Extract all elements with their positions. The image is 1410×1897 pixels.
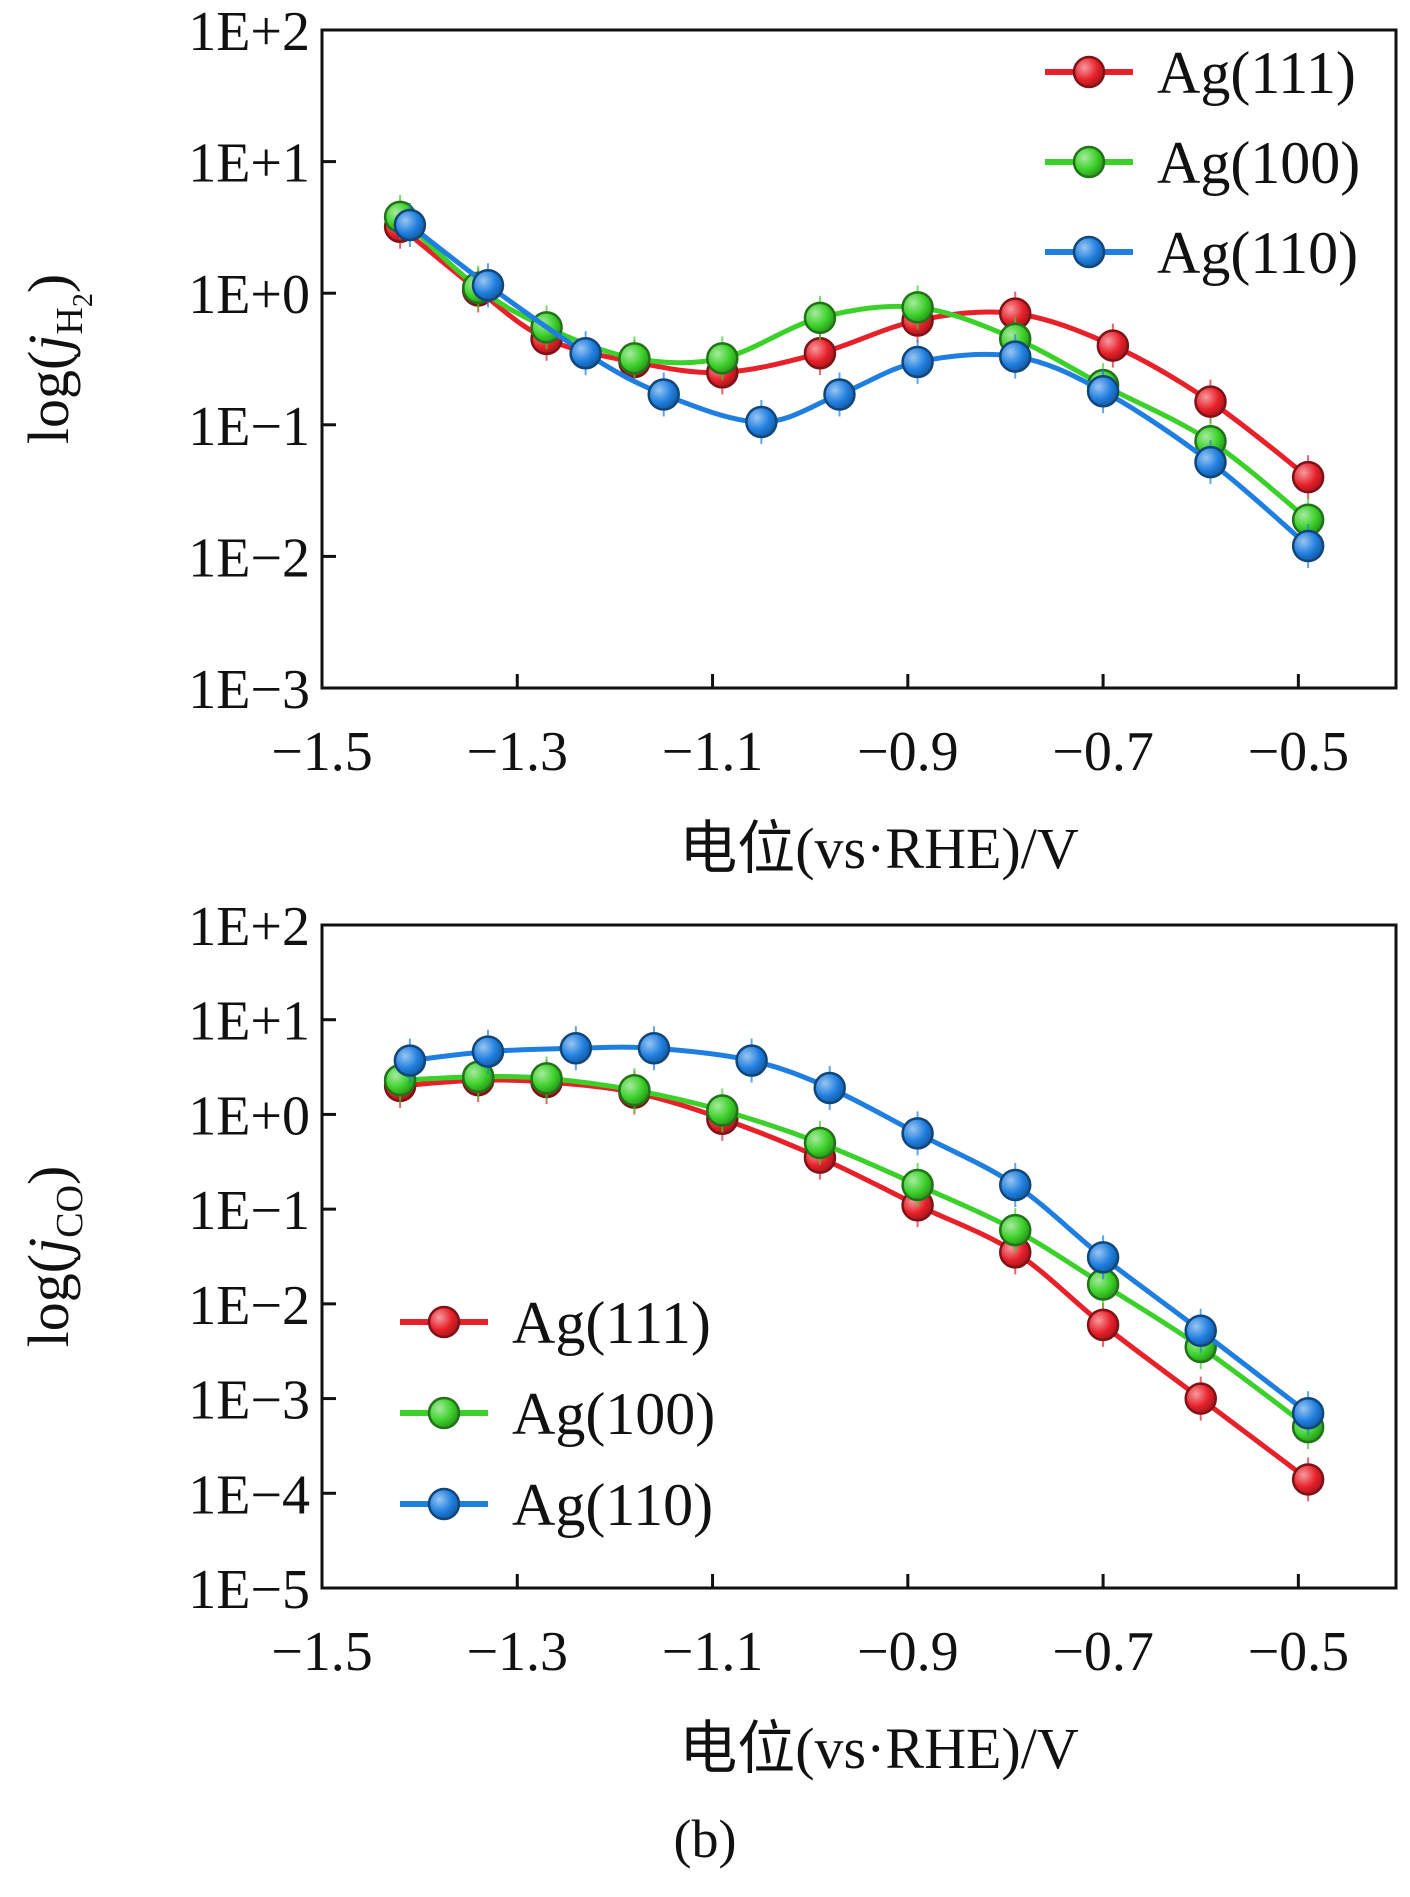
data-point (706, 1094, 739, 1127)
series-line (407, 1044, 1311, 1416)
x-tick-label: −1.5 (271, 721, 373, 783)
y-tick-label: 1E−2 (188, 1275, 310, 1337)
data-point (618, 342, 651, 375)
series-Ag(110) (393, 1026, 1325, 1436)
y-tick-label: 1E−4 (188, 1464, 310, 1526)
data-point (1096, 329, 1130, 362)
legend-label: Ag(110) (1157, 220, 1358, 286)
data-point (471, 1035, 505, 1068)
data-point (530, 1062, 563, 1095)
data-point (1086, 374, 1120, 408)
x-tick-label: −0.9 (857, 1621, 959, 1683)
legend-marker (427, 1487, 461, 1521)
legend-label: Ag(100) (1157, 130, 1360, 196)
data-point (813, 1071, 846, 1105)
x-tick-label: −1.1 (662, 1621, 764, 1683)
data-point (1184, 1382, 1217, 1415)
y-tick-label: 1E−3 (188, 659, 310, 721)
plot-frame (320, 923, 1398, 1590)
legend-marker (427, 1396, 461, 1430)
data-point (1086, 1308, 1120, 1342)
data-point (569, 336, 602, 370)
y-tick-label: 1E−3 (188, 1370, 310, 1432)
data-point (1086, 1241, 1120, 1274)
x-tick-label: −1.3 (466, 721, 568, 783)
legend-label: Ag(111) (512, 1290, 711, 1356)
chart-panel-2: 1E+2 1E+1 1E+0 1E−1 1E−2 1E−3 1E−4 1E−5−1.5 −1.3… (16, 896, 1398, 1781)
data-point (803, 336, 837, 370)
y-tick-label: 1E−1 (188, 1180, 310, 1242)
data-point (618, 1074, 651, 1107)
data-point (901, 345, 934, 379)
legend: Ag(111) Ag(100) Ag(110) (400, 1290, 715, 1538)
data-point (1291, 1396, 1325, 1430)
legend-label: Ag(111) (1157, 40, 1356, 106)
data-point (393, 208, 427, 242)
y-tick-label: 1E−5 (188, 1559, 310, 1621)
x-tick-label: −0.5 (1248, 1621, 1350, 1683)
x-tick-label: −0.9 (857, 721, 959, 783)
chart-panel-1: 1E+2 1E+1 1E+0 1E−1 1E−2 1E−3−1.5 −1.3 −1.1 −0.9… (16, 1, 1398, 881)
x-axis-label: 电位(vs·RHE)/V (679, 1716, 1079, 1781)
x-tick-label: −0.5 (1248, 721, 1350, 783)
data-point (637, 1031, 671, 1065)
data-point (1291, 529, 1325, 563)
data-point (745, 405, 778, 439)
y-tick-label: 1E+2 (188, 1, 310, 63)
data-point (1194, 445, 1227, 479)
x-tick-label: −1.5 (271, 1621, 373, 1683)
legend-marker (427, 1305, 461, 1339)
data-point (998, 340, 1032, 373)
data-point (1184, 1314, 1217, 1348)
data-point (1194, 385, 1227, 418)
data-point (393, 1044, 427, 1077)
series-Ag(110) (393, 202, 1325, 568)
panel-label: (b) (673, 1809, 737, 1869)
data-point (998, 1213, 1032, 1247)
data-point (647, 378, 680, 411)
data-point (1291, 1463, 1325, 1496)
y-tick-label: 1E+1 (188, 991, 310, 1053)
y-tick-label: 1E+0 (188, 264, 310, 326)
legend-label: Ag(100) (512, 1381, 715, 1447)
data-point (559, 1031, 593, 1065)
data-point (471, 268, 505, 302)
x-tick-label: −1.1 (662, 721, 764, 783)
y-axis-label: log(jCO) (16, 1166, 91, 1348)
data-point (998, 1168, 1032, 1202)
legend-marker (1072, 235, 1106, 269)
plot-frame (320, 28, 1398, 690)
data-point (1291, 460, 1325, 494)
y-tick-label: 1E+2 (188, 896, 310, 958)
data-point (706, 342, 739, 375)
data-point (823, 378, 856, 411)
legend: Ag(111) Ag(100) Ag(110) (1045, 40, 1360, 286)
y-tick-label: 1E+1 (188, 133, 310, 195)
x-tick-label: −1.3 (466, 1621, 568, 1683)
data-point (735, 1044, 768, 1077)
data-point (803, 301, 837, 335)
legend-label: Ag(110) (512, 1472, 713, 1538)
data-point (803, 1126, 837, 1160)
y-tick-label: 1E−2 (188, 527, 310, 589)
y-tick-label: 1E+0 (188, 1085, 310, 1147)
data-point (901, 1168, 934, 1202)
x-axis-label: 电位(vs·RHE)/V (679, 816, 1079, 881)
x-tick-label: −0.7 (1052, 1621, 1154, 1683)
x-tick-label: −0.7 (1052, 721, 1154, 783)
legend-marker (1072, 55, 1106, 89)
legend-marker (1072, 145, 1106, 179)
data-point (901, 1117, 934, 1150)
data-point (901, 291, 934, 324)
y-axis-label: log(jH2) (16, 274, 99, 444)
y-tick-label: 1E−1 (188, 396, 310, 458)
